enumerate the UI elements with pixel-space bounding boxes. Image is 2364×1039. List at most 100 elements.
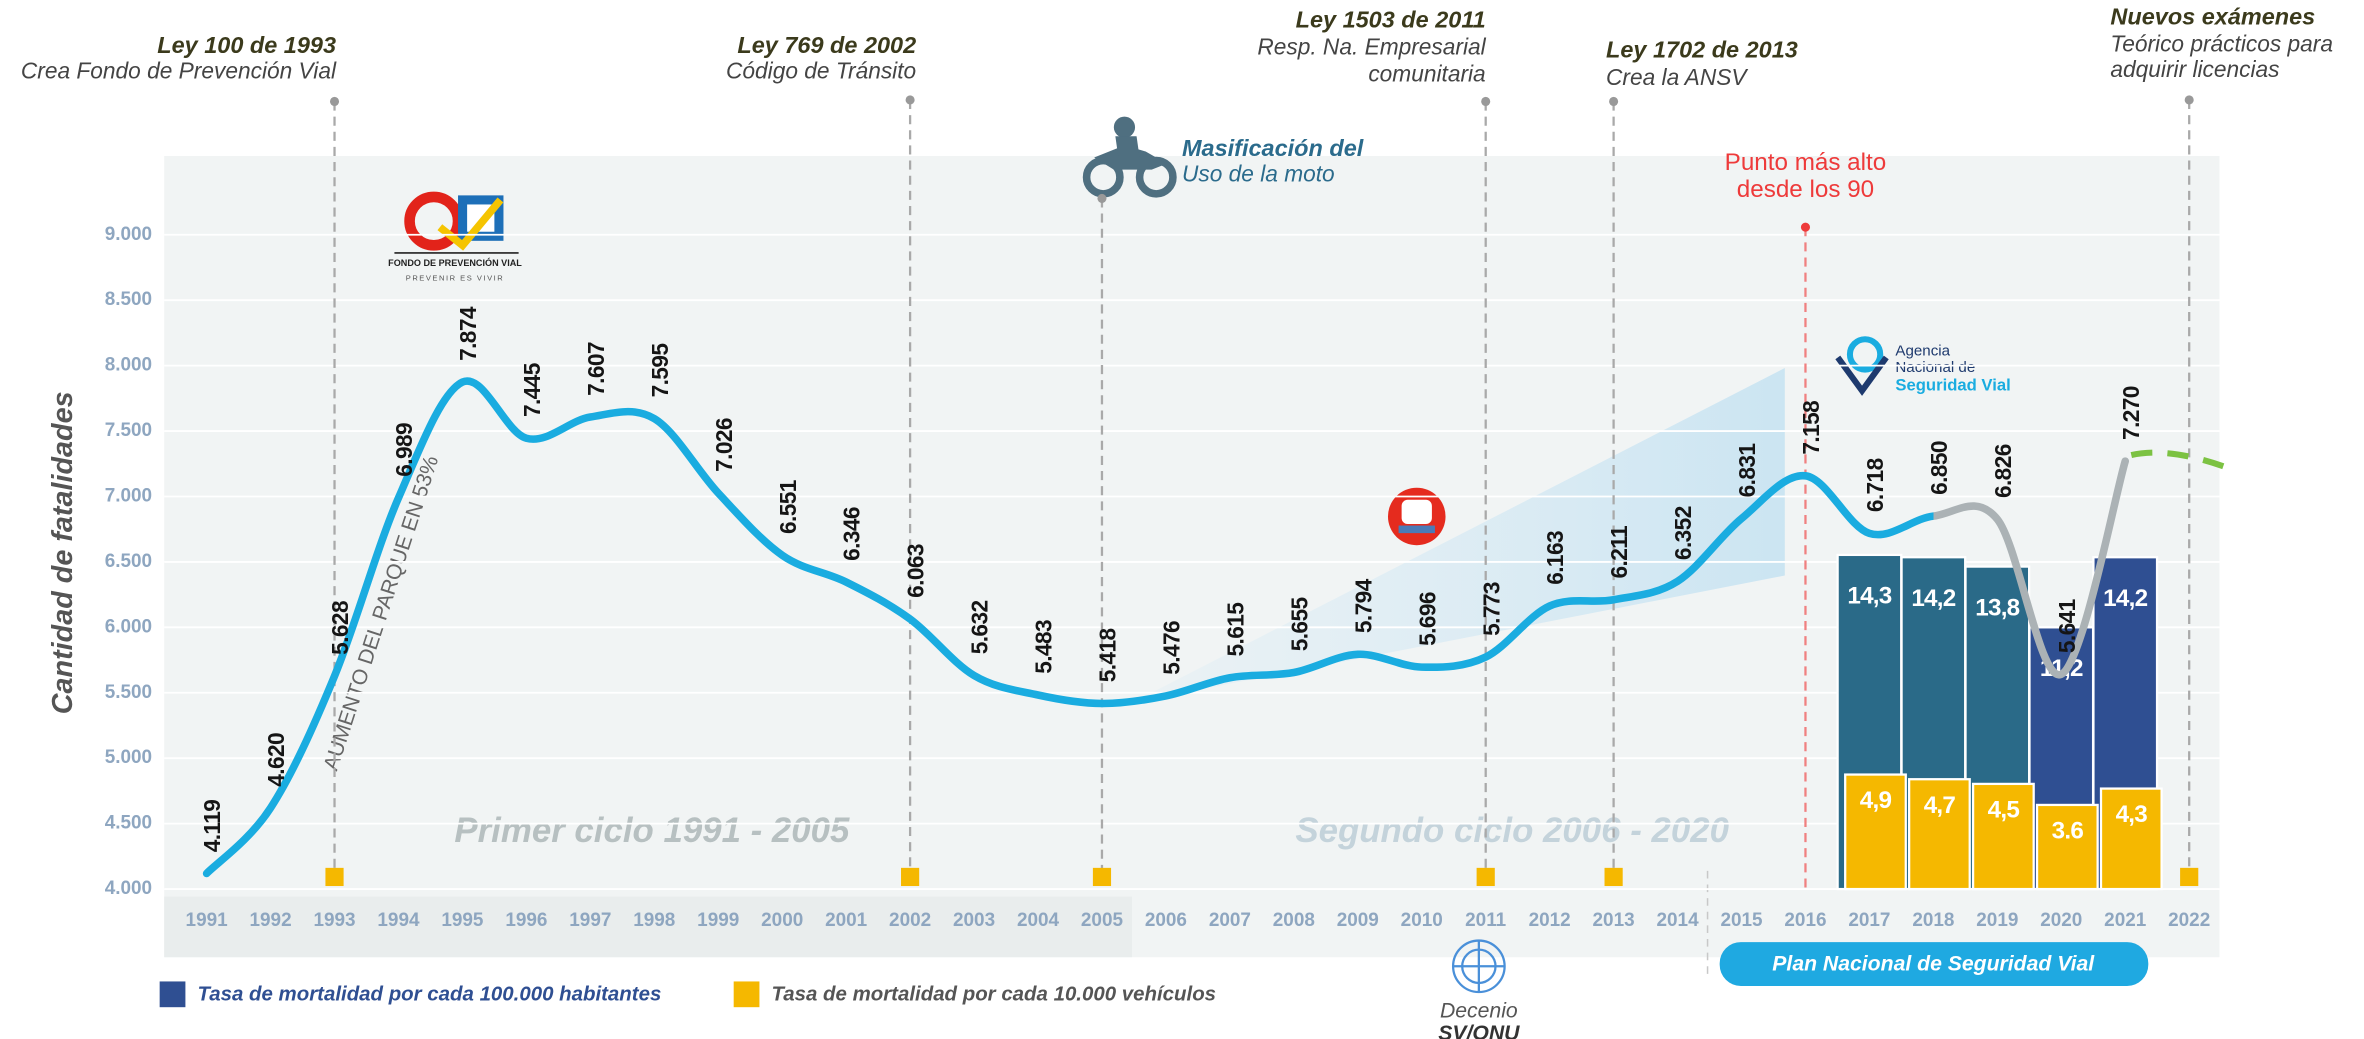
cycle-label: Primer ciclo 1991 - 2005 [454,811,850,850]
value-label: 6.826 [1990,444,2016,498]
x-tick-label: 2010 [1401,910,1443,931]
bar-label: 14,3 [1847,583,1891,610]
event-marker [2180,867,2199,887]
event-text: Código de Tránsito [726,58,916,84]
ansv-text: Agencia [1895,342,1950,359]
value-label: 5.794 [1350,578,1376,633]
bar-label: 4,3 [2116,801,2148,828]
value-label: 6.063 [903,544,929,598]
x-tick-label: 2004 [1017,910,1060,931]
value-label: 7.026 [711,418,737,472]
value-label: 7.158 [1798,401,1824,455]
x-tick-label: 2014 [1657,910,1700,931]
y-tick-label: 4.500 [105,813,152,834]
bar [2035,803,2099,891]
y-tick-label: 4.000 [105,878,152,899]
un-logo [1451,939,1506,994]
peak-note: desde los 90 [1737,176,1874,203]
event-text: Resp. Na. Empresarial [1257,33,1486,59]
x-tick-label: 1997 [569,910,611,931]
fpv-text: FONDO DE PREVENCIÓN VIAL [388,257,522,268]
bar-label: 13,8 [1975,594,2019,621]
event-marker [1092,867,1112,887]
bar-label: 3.6 [2052,818,2084,845]
bar-label: 14,2 [2103,585,2147,612]
event-text: Teórico prácticos para [2110,30,2333,56]
value-label: 7.445 [519,363,545,417]
x-tick-label: 1993 [313,910,355,931]
bar-label: 4,7 [1924,792,1956,819]
value-label: 5.483 [1031,620,1057,674]
decenio-label: Decenio [1440,999,1518,1022]
value-label: 7.270 [2118,386,2144,440]
event-title: Ley 1503 de 2011 [1296,6,1486,32]
legend-label: Tasa de mortalidad por cada 10.000 vehíc… [772,982,1217,1005]
x-tick-label: 1992 [250,910,292,931]
event-text: Crea Fondo de Prevención Vial [21,58,337,84]
ansv-text: Seguridad Vial [1895,376,2010,395]
y-tick-label: 6.500 [105,551,152,572]
value-label: 5.615 [1222,603,1248,657]
event-text: Crea la ANSV [1606,64,1748,90]
x-tick-label: 2003 [953,910,995,931]
x-tick-label: 2018 [1912,910,1954,931]
x-tick-label: 1995 [441,910,483,931]
ansv-logo [1835,336,1889,396]
event-text: comunitaria [1368,61,1485,87]
value-label: 5.476 [1158,621,1184,675]
value-label: 5.696 [1414,592,1440,646]
event-title: Ley 100 de 1993 [157,32,336,58]
bar [2099,787,2163,891]
value-label: 5.632 [967,600,993,654]
value-label: 5.641 [2054,599,2080,653]
ansv-text: Nacional de [1895,359,1975,376]
plan-label: Plan Nacional de Seguridad Vial [1772,952,2095,975]
legend-swatch [733,981,760,1008]
event-dot [2184,95,2194,105]
x-tick-label: 2019 [1976,910,2018,931]
moto-text: Uso de la moto [1182,161,1335,187]
event-dot [1481,96,1491,107]
y-tick-label: 5.000 [105,747,152,768]
peak-dot [1800,222,1811,232]
x-tick-label: 2015 [1720,910,1762,931]
fpv-logo [394,191,519,254]
decenio-label: SV/ONU [1438,1022,1520,1039]
x-tick-label: 1991 [186,910,228,931]
x-tick-label: 2000 [761,910,803,931]
peak-note: Punto más alto [1725,149,1887,176]
plan-pill [1719,942,2149,986]
x-tick-label: 2001 [825,910,867,931]
x-tick-label: 2006 [1145,910,1187,931]
event-dot [1097,193,1107,203]
value-label: 5.773 [1478,582,1504,636]
x-tick-label: 2021 [2104,910,2146,931]
event-title: Ley 769 de 2002 [737,32,916,58]
event-text: adquirir licencias [2110,56,2279,82]
value-label: 5.655 [1286,597,1312,651]
value-label: 5.628 [327,601,353,655]
campaign-icon [1387,487,1446,546]
bar-label: 4,5 [1988,797,2020,824]
event-title: Ley 1702 de 2013 [1606,37,1798,63]
x-tick-label: 2017 [1848,910,1890,931]
value-label: 6.346 [839,507,865,561]
x-tick-label: 2022 [2168,910,2210,931]
bar-label: 14,2 [1911,585,1955,612]
x-tick-label: 2016 [1784,910,1826,931]
legend-swatch [159,981,186,1008]
bar-label: 4,9 [1860,787,1892,814]
y-tick-label: 7.500 [105,420,152,441]
x-tick-label: 2020 [2040,910,2082,931]
x-tick-label: 2008 [1273,910,1315,931]
moto-title: Masificación del [1182,135,1364,161]
value-label: 6.551 [775,480,801,534]
event-title: Nuevos exámenes [2110,3,2315,29]
x-tick-label: 2012 [1529,910,1571,931]
x-tick-label: 2011 [1465,910,1506,931]
bar [1908,778,1971,891]
x-tick-label: 2007 [1209,910,1251,931]
y-tick-label: 8.000 [105,355,152,376]
